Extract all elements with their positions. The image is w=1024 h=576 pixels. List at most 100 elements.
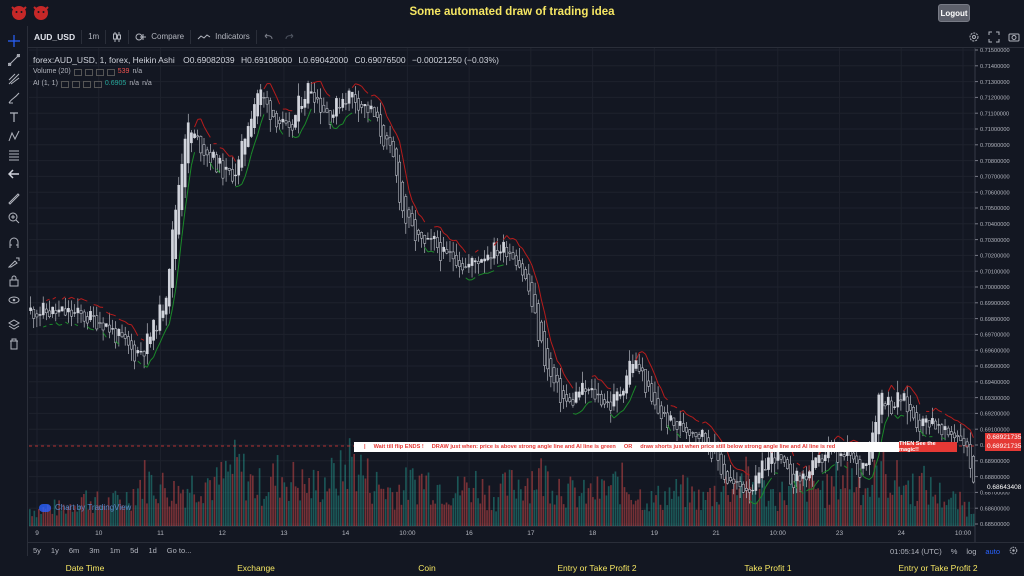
range-1y[interactable]: 1y [50, 546, 59, 555]
interval-button[interactable]: 1m [82, 26, 105, 48]
ai-line-segment [115, 340, 120, 345]
lock-icon[interactable] [4, 272, 24, 290]
range-1m[interactable]: 1m [109, 546, 121, 555]
volume-bar [761, 478, 763, 526]
volume-bar [891, 494, 894, 526]
range-3m[interactable]: 3m [89, 546, 100, 555]
volume-bar [119, 499, 121, 526]
volume-bar [220, 461, 223, 526]
range-1d[interactable]: 1d [148, 546, 157, 555]
toolbar-divider [190, 29, 192, 44]
percent-toggle[interactable]: % [950, 546, 958, 556]
volume-bar [258, 468, 261, 526]
volume-bar [670, 498, 673, 526]
magnet-icon[interactable] [4, 234, 24, 252]
chart-pane[interactable]: 0.71500000 0.71400000 0.71300000 0.71200000… [29, 48, 1024, 542]
eye-icon[interactable] [73, 68, 82, 76]
tradingview-watermark[interactable]: Chart by TradingView [39, 503, 131, 512]
undo-button[interactable] [257, 26, 279, 48]
bull-logo-icon[interactable] [32, 4, 50, 20]
volume-bar [38, 509, 40, 526]
pattern-icon[interactable] [4, 127, 24, 145]
zoom-icon[interactable] [4, 209, 24, 227]
range-6m[interactable]: 6m [68, 546, 80, 555]
layers-icon[interactable] [4, 316, 24, 334]
volume-bar [621, 462, 624, 526]
ai-line-segment [796, 462, 801, 466]
text-icon[interactable] [4, 108, 24, 126]
range-5d[interactable]: 5d [130, 546, 139, 555]
candle-body [73, 312, 77, 314]
gear-icon[interactable] [1009, 546, 1018, 557]
volume-bar [128, 503, 130, 526]
candle-body [123, 334, 127, 339]
eye-icon[interactable] [60, 80, 69, 88]
camera-icon[interactable] [1004, 26, 1024, 48]
more-icon[interactable] [93, 80, 102, 88]
candle-body [640, 367, 644, 372]
candle-body [401, 181, 405, 212]
volume-bar [551, 490, 554, 526]
fib-icon[interactable] [4, 146, 24, 164]
candle-body [972, 456, 975, 483]
ai-legend[interactable]: AI (1, 1) 0.6905 n/a n/a [33, 78, 503, 90]
volume-legend[interactable]: Volume (20) 539 n/a [33, 66, 503, 78]
volume-bar [846, 461, 849, 526]
candle-body [218, 157, 222, 164]
candle-body [180, 163, 184, 211]
candle-body [51, 306, 55, 315]
eye-icon[interactable] [4, 291, 24, 309]
candle-body [142, 351, 146, 357]
trend-line-icon[interactable] [4, 51, 24, 69]
more-icon[interactable] [106, 68, 115, 76]
range-5y[interactable]: 5y [33, 546, 41, 555]
log-toggle[interactable]: log [966, 546, 977, 556]
ai-line-segment [459, 244, 463, 249]
volume-bar [288, 500, 290, 526]
y-tick-label: 0.70000000 [980, 285, 1010, 291]
logout-button[interactable]: Logout [938, 4, 970, 22]
ai-line-segment [402, 157, 407, 174]
volume-bar [283, 482, 286, 526]
volume-bar [743, 493, 745, 526]
volume-bar [315, 490, 317, 526]
ai-line-segment [159, 335, 164, 344]
ai-line-segment [260, 114, 265, 124]
pitchfork-icon[interactable] [4, 70, 24, 88]
utc-time[interactable]: 01:05:14 (UTC) [890, 546, 942, 556]
candle-body [786, 459, 789, 469]
gear-icon[interactable] [71, 80, 80, 88]
ai-line-segment [774, 472, 779, 474]
series-title[interactable]: forex:AUD_USD, 1, forex, Heikin Ashi [33, 55, 175, 65]
symbol-search[interactable]: AUD_USD [28, 26, 81, 48]
volume-bar [774, 505, 777, 526]
close-icon[interactable] [82, 80, 91, 88]
volume-bar [781, 481, 783, 526]
gear-icon[interactable] [84, 68, 93, 76]
ruler-icon[interactable] [4, 190, 24, 208]
compare-button[interactable]: Compare [129, 26, 190, 48]
chart-style-button[interactable] [106, 26, 128, 48]
crosshair-icon[interactable] [4, 32, 24, 50]
volume-bar [661, 509, 664, 526]
ai-line-segment [200, 118, 205, 127]
price-chart[interactable]: 0.71500000 0.71400000 0.71300000 0.71200000… [29, 48, 1024, 542]
redo-button[interactable] [279, 26, 301, 48]
brush-icon[interactable] [4, 89, 24, 107]
auto-toggle[interactable]: auto [985, 546, 1000, 556]
candle-body [319, 97, 323, 113]
gear-icon[interactable] [964, 26, 984, 48]
fullscreen-icon[interactable] [984, 26, 1004, 48]
candle-body [587, 389, 591, 391]
lock-drawings-icon[interactable] [4, 253, 24, 271]
goto-button[interactable]: Go to... [166, 546, 192, 555]
candle-body [186, 122, 190, 164]
close-icon[interactable] [95, 68, 104, 76]
volume-bar [326, 491, 328, 526]
volume-bar [729, 501, 732, 526]
bull-logo-icon[interactable] [10, 4, 28, 20]
trash-icon[interactable] [4, 335, 24, 353]
indicators-button[interactable]: Indicators [191, 26, 256, 48]
back-arrow-icon[interactable] [4, 165, 24, 183]
volume-bar [260, 505, 263, 526]
